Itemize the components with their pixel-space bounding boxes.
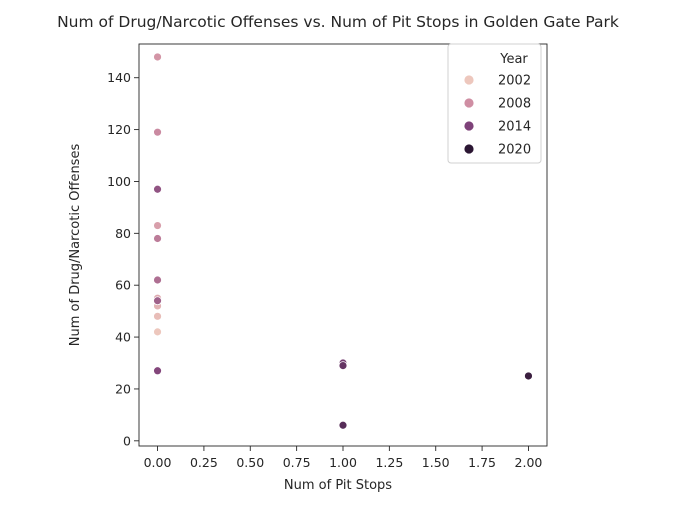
scatter-point — [153, 311, 162, 321]
x-tick-label: 1.00 — [329, 455, 357, 470]
plot-frame — [138, 43, 548, 447]
scatter-point — [153, 275, 162, 285]
scatter-point — [338, 361, 348, 371]
legend-label: 2020 — [498, 143, 531, 158]
scatter-point — [153, 52, 162, 62]
scatter-points — [153, 52, 533, 430]
y-axis: 0 20 40 60 80 100 120 140 — [107, 70, 139, 448]
scatter-point — [153, 184, 162, 194]
legend-marker — [463, 143, 475, 155]
scatter-point — [153, 366, 162, 376]
scatter-point — [153, 221, 162, 230]
x-tick-label: 0.50 — [236, 455, 264, 470]
x-axis-label: Num of Pit Stops — [284, 478, 392, 493]
y-tick-label: 20 — [115, 381, 131, 396]
x-tick-label: 1.50 — [422, 455, 450, 470]
scatter-point — [153, 127, 162, 137]
x-tick-label: 0.00 — [144, 455, 172, 470]
y-tick-label: 120 — [107, 122, 131, 137]
legend-label: 2002 — [498, 74, 531, 89]
x-tick-label: 1.75 — [468, 455, 496, 470]
scatter-point — [524, 371, 533, 381]
x-tick-label: 0.75 — [283, 455, 311, 470]
scatter-point — [153, 234, 162, 243]
legend-marker — [463, 120, 475, 132]
y-axis-label: Num of Drug/Narcotic Offenses — [68, 144, 83, 347]
x-axis: 0.00 0.25 0.50 0.75 1.00 1.25 1.50 1.75 2.00 — [144, 446, 543, 470]
y-tick-label: 80 — [115, 226, 131, 241]
scatter-point — [153, 296, 162, 306]
y-tick-label: 100 — [107, 174, 131, 189]
chart-title: Num of Drug/Narcotic Offenses vs. Num of… — [57, 13, 619, 31]
legend-title: Year — [499, 52, 528, 67]
y-tick-label: 60 — [115, 278, 131, 293]
y-tick-label: 40 — [115, 330, 131, 345]
y-tick-label: 140 — [107, 70, 131, 85]
y-tick-label: 0 — [123, 433, 131, 448]
x-tick-label: 1.25 — [375, 455, 403, 470]
legend-label: 2014 — [498, 120, 531, 135]
legend-marker — [463, 97, 475, 109]
legend-label: 2008 — [498, 97, 531, 112]
legend: Year 2002 2008 2014 2020 — [447, 43, 542, 164]
x-tick-label: 0.25 — [190, 455, 218, 470]
x-tick-label: 2.00 — [515, 455, 543, 470]
legend-box — [447, 43, 542, 164]
scatter-point — [153, 327, 162, 337]
scatter-point — [338, 420, 348, 430]
legend-marker — [463, 74, 475, 86]
